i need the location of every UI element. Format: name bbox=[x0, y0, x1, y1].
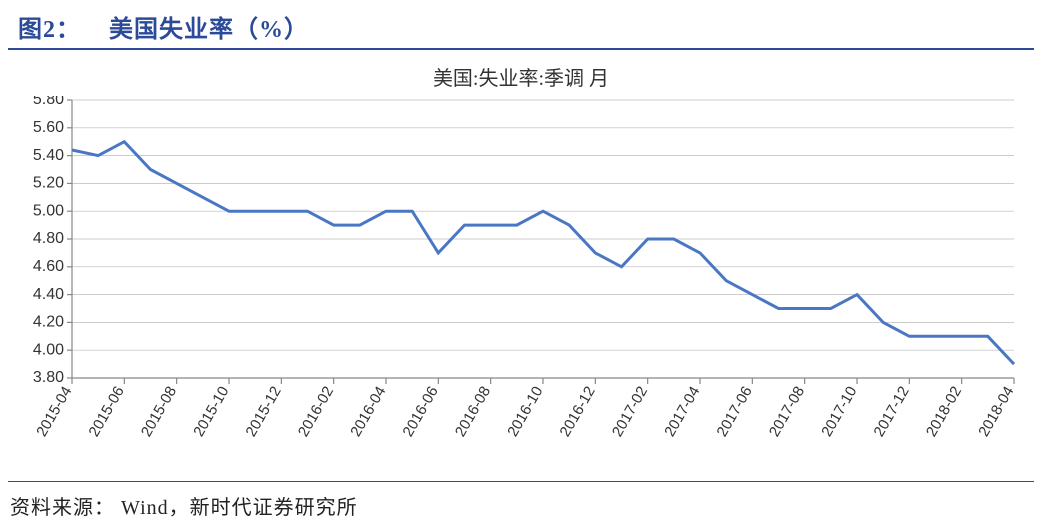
x-tick-label: 2017-08 bbox=[766, 384, 808, 440]
series-line bbox=[72, 142, 1014, 364]
y-tick-label: 4.60 bbox=[33, 258, 64, 275]
chart-legend: 美国:失业率:季调 月 bbox=[0, 62, 1042, 91]
y-tick-label: 5.00 bbox=[33, 202, 64, 219]
line-chart: 3.80 4.00 4.20 4.40 4.60 4.80 5.00 5.20 5.40 5.60… bbox=[18, 96, 1024, 468]
y-tick-label: 4.20 bbox=[33, 314, 64, 331]
source-value: Wind，新时代证券研究所 bbox=[121, 497, 358, 519]
x-tick-label: 2018-02 bbox=[923, 384, 965, 440]
figure-title-row: 图2： 美国失业率（%） bbox=[0, 8, 1042, 44]
y-tick-label: 5.80 bbox=[33, 96, 64, 108]
x-tick-label: 2015-06 bbox=[86, 384, 128, 440]
x-axis: 2015-042015-062015-082015-102015-122016-… bbox=[33, 378, 1017, 440]
y-tick-label: 5.40 bbox=[33, 147, 64, 164]
x-tick-label: 2017-02 bbox=[609, 384, 651, 440]
x-tick-label: 2017-12 bbox=[871, 384, 913, 440]
x-tick-label: 2016-06 bbox=[400, 384, 442, 440]
figure-source: 资料来源： Wind，新时代证券研究所 bbox=[10, 491, 358, 520]
x-tick-label: 2017-06 bbox=[714, 384, 756, 440]
x-tick-label: 2017-10 bbox=[818, 384, 860, 440]
x-tick-label: 2018-04 bbox=[975, 384, 1017, 440]
x-tick-label: 2016-02 bbox=[295, 384, 337, 440]
y-tick-label: 3.80 bbox=[33, 369, 64, 386]
x-tick-label: 2016-08 bbox=[452, 383, 494, 439]
source-label: 资料来源： bbox=[10, 497, 115, 519]
y-tick-label: 4.80 bbox=[33, 230, 64, 247]
y-tick-label: 5.60 bbox=[33, 119, 64, 136]
x-tick-label: 2017-04 bbox=[661, 384, 703, 440]
figure-container: 图2： 美国失业率（%） 美国:失业率:季调 月 3.80 4.00 4.20 4.4… bbox=[0, 0, 1042, 528]
x-tick-label: 2015-12 bbox=[243, 384, 285, 440]
title-rule bbox=[8, 48, 1034, 50]
x-tick-label: 2015-10 bbox=[190, 384, 232, 440]
figure-number: 图2： bbox=[18, 9, 81, 44]
x-tick-label: 2016-12 bbox=[557, 384, 599, 440]
figure-title: 美国失业率（%） bbox=[109, 9, 309, 44]
chart-area: 3.80 4.00 4.20 4.40 4.60 4.80 5.00 5.20 5.40 5.60… bbox=[18, 96, 1024, 468]
y-tick-label: 5.20 bbox=[33, 175, 64, 192]
x-tick-label: 2015-08 bbox=[138, 384, 180, 440]
y-tick-label: 4.00 bbox=[33, 341, 64, 358]
x-tick-label: 2016-04 bbox=[347, 384, 389, 440]
bottom-rule bbox=[8, 481, 1034, 482]
y-tick-label: 4.40 bbox=[33, 286, 64, 303]
y-axis: 3.80 4.00 4.20 4.40 4.60 4.80 5.00 5.20 5.40 5.60… bbox=[33, 96, 1014, 386]
x-tick-label: 2016-10 bbox=[504, 384, 546, 440]
x-tick-label: 2015-04 bbox=[33, 384, 75, 440]
